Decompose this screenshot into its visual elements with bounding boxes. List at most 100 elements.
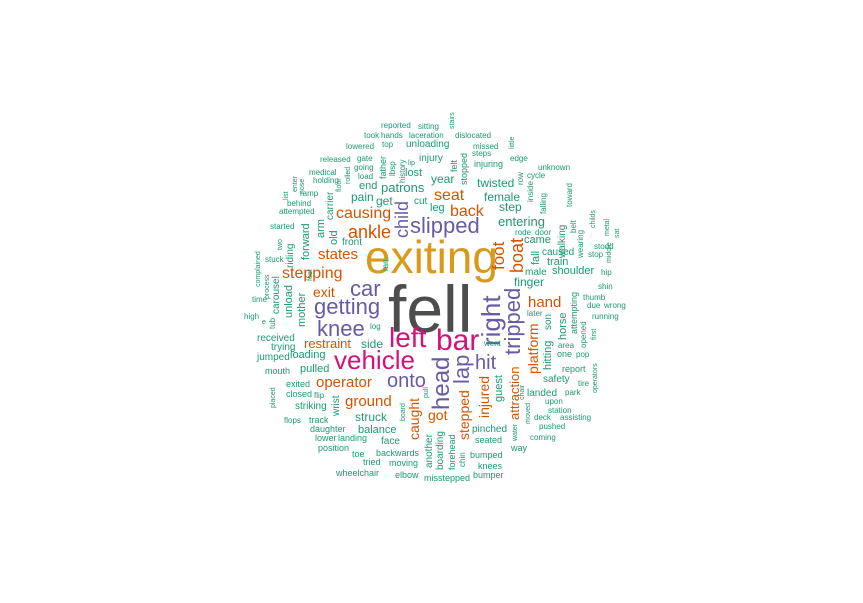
word-trying: trying [271,342,296,353]
word-another: another [424,434,435,468]
word-year: year [431,172,455,186]
word-top: top [382,140,394,149]
word-log: log [370,322,381,331]
word-inside: inside [526,181,535,202]
word-father: father [378,155,388,179]
word-attempted: attempted [279,207,315,216]
word-deck: deck [534,413,551,422]
word-lower: lower [315,433,337,443]
word-hitting: hitting [542,340,554,370]
word-safety: safety [543,374,570,385]
word-bar: bar [436,324,480,357]
word-history: history [398,159,407,183]
word-finger: finger [514,275,545,289]
word-toe: toe [352,449,365,459]
word-stop: stop [588,250,604,259]
word-missed: missed [473,142,499,151]
word-son: son [543,313,554,330]
word-hip: hip [601,268,612,277]
word-ground: ground [345,393,392,410]
word-stairs: stairs [449,112,456,129]
word-placed: placed [270,387,277,408]
word-caused: caused [542,247,575,258]
word-seated: seated [475,435,503,445]
word-load: load [358,172,374,181]
word-station: station [548,406,572,415]
word-injured: injured [476,375,492,418]
word-slipped: slipped [410,213,480,238]
word-rolled: rolled [345,166,352,184]
word-tire: tire [578,379,590,388]
word-pop: pop [576,350,590,359]
word-first: first [591,328,598,340]
word-little: little [509,136,516,149]
word-report: report [562,364,586,374]
word-knees: knees [478,461,503,471]
word-medical: medical [309,168,337,177]
word-sat: sat [614,228,621,238]
word-landing: landing [338,433,368,443]
word-ran: ran [381,259,390,271]
word-old: old [328,230,340,245]
word-operator: operator [316,374,372,391]
word-backwards: backwards [376,448,420,458]
word-went: went [484,339,501,348]
word-laceration: laceration [409,131,444,140]
word-track: track [309,415,329,425]
word-face: face [381,436,400,447]
word-end: end [359,180,378,192]
word-wheelchair: wheelchair [336,468,380,478]
word-closed: closed [286,389,313,399]
word-hands: hands [381,131,403,140]
word-left: left [389,322,427,353]
word-pulled: pulled [300,363,330,375]
word-unknown: unknown [538,163,571,172]
word-pain: pain [351,190,374,204]
word-wrist: wrist [331,395,342,416]
word-mouth: mouth [265,366,291,376]
word-feet: feet [307,269,314,281]
word-caught: caught [406,397,422,440]
word-metal: metal [604,218,611,236]
word-chair: chair [519,384,526,400]
word-get: get [376,194,393,208]
word-female: female [484,190,521,204]
word-injury: injury [419,153,443,164]
word-exit: exit [313,284,335,300]
word-landed: landed [527,388,558,399]
word-walking: walking [557,224,568,258]
word-assisting: assisting [560,413,592,422]
word-cut: cut [414,196,428,207]
word-park: park [565,388,581,397]
word-fall: fall [530,250,542,265]
word-lap: lap [449,354,474,384]
word-pinched: pinched [472,424,508,435]
word-attempting: attempting [569,291,579,334]
word-row: row [516,172,525,185]
word-water: water [512,423,519,441]
word-lost: lost [405,167,423,179]
word-way: way [511,443,528,453]
word-time: time [252,295,268,304]
word-mother: mother [296,292,308,327]
word-carrier: carrier [325,191,336,220]
word-complained: complained [255,251,262,287]
word-pull: pull [423,387,430,398]
word-arm: arm [315,219,327,238]
word-e: e [262,319,266,326]
word-coming: coming [530,433,556,442]
word-two: two [277,239,284,250]
word-wrong: wrong [604,301,626,310]
word-entering: entering [498,214,545,229]
word-childs: childs [590,210,597,228]
word-high: high [244,312,260,321]
word-thumb: thumb [583,293,606,302]
word-struck: struck [355,410,388,424]
word-gate: gate [357,154,373,163]
word-received: received [257,333,295,344]
word-back: back [450,203,484,220]
word-hand: hand [528,294,562,311]
word-tried: tried [363,457,381,467]
word-pushed: pushed [539,422,566,431]
